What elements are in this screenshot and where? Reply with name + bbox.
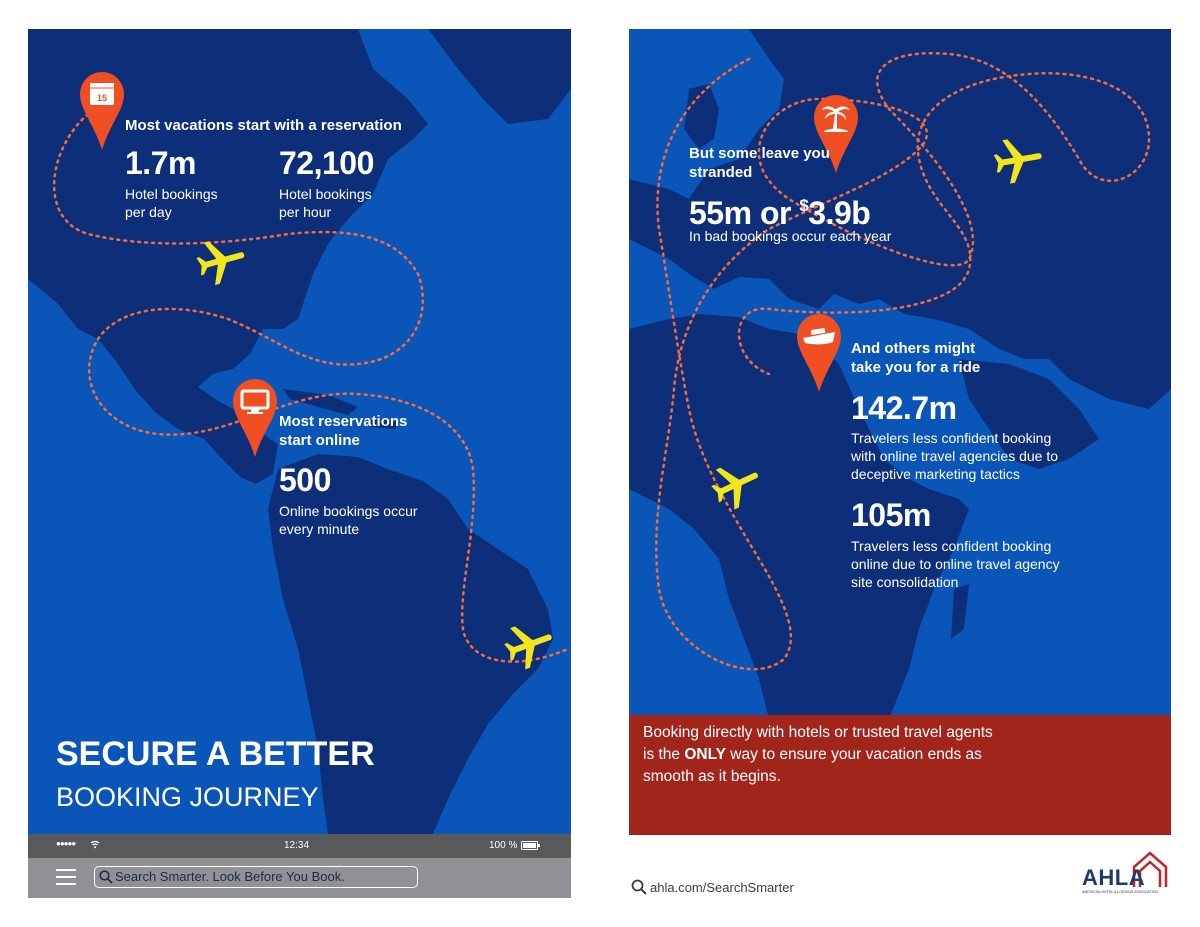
stat-deceptive-marketing-value: 142.7m	[851, 390, 957, 426]
stat-hotel-bookings-day-label1: Hotel bookings	[125, 186, 218, 202]
stat-deceptive-marketing-label1: Travelers less confident booking	[851, 430, 1052, 446]
call-to-action-text: Booking directly with hotels or trusted …	[643, 722, 1063, 788]
stop2-heading-line1: Most reservations	[279, 413, 408, 430]
stat-bad-bookings-value: 55m or $3.9b	[689, 189, 871, 231]
phone-search-bar: Search Smarter. Look Before You Book.	[28, 858, 571, 898]
stat-site-consolidation-value: 105m	[851, 497, 931, 533]
stop3-heading-line2: stranded	[689, 164, 753, 181]
status-time: 12:34	[284, 840, 310, 851]
boat-pin-icon	[797, 314, 841, 392]
cta-line2-post: way to ensure your vacation ends as	[726, 746, 982, 763]
calendar-pin-icon: 15	[80, 72, 124, 150]
stat-hotel-bookings-hour-label2: per hour	[279, 204, 332, 220]
search-icon	[631, 879, 647, 895]
stat-bad-bookings-amount: 3.9b	[808, 195, 871, 231]
page-title-line1: SECURE A BETTER	[56, 735, 375, 773]
search-field[interactable]: Search Smarter. Look Before You Book.	[94, 866, 418, 888]
stat-deceptive-marketing-label2: with online travel agencies due to	[851, 448, 1059, 464]
stat-hotel-bookings-hour-value: 72,100	[279, 145, 374, 181]
stop2-heading-line2: start online	[279, 432, 360, 449]
website-link[interactable]: ahla.com/SearchSmarter	[650, 880, 794, 895]
currency-symbol: $	[799, 196, 809, 215]
stop1-heading: Most vacations start with a reservation	[125, 117, 402, 134]
wifi-icon	[90, 840, 100, 849]
search-input[interactable]: Search Smarter. Look Before You Book.	[115, 869, 345, 884]
airplane-icon	[993, 139, 1042, 184]
stat-site-consolidation-label1: Travelers less confident booking	[851, 538, 1052, 554]
flight-route	[654, 52, 1151, 671]
stat-online-bookings-label1: Online bookings occur	[279, 503, 418, 519]
stat-hotel-bookings-day-value: 1.7m	[125, 145, 196, 181]
cta-line1: Booking directly with hotels or trusted …	[643, 724, 993, 741]
calendar-day: 15	[97, 93, 107, 103]
logo-subtitle: AMERICAN HOTEL & LODGING ASSOCIATION	[1082, 890, 1158, 894]
logo-text: AHLA	[1082, 865, 1146, 890]
cta-emphasis: ONLY	[684, 746, 726, 763]
stat-bad-bookings-caption: In bad bookings occur each year	[689, 228, 892, 244]
cta-line3: smooth as it begins.	[643, 768, 781, 785]
search-icon	[99, 870, 113, 884]
call-to-action-band: Booking directly with hotels or trusted …	[629, 715, 1171, 835]
palm-tree-pin-icon	[814, 95, 858, 173]
computer-pin-icon	[233, 379, 277, 457]
phone-status-bar: ●●●●● 12:34 100 %	[28, 834, 571, 858]
stop3-heading-line1: But some leave you	[689, 145, 830, 162]
stat-bad-bookings-count: 55m or	[689, 195, 800, 231]
flight-route	[53, 112, 570, 663]
stat-site-consolidation-label2: online due to online travel agency	[851, 556, 1060, 572]
airplane-icon	[504, 626, 552, 670]
stat-hotel-bookings-day-label2: per day	[125, 204, 172, 220]
ahla-logo: AHLA AMERICAN HOTEL & LODGING ASSOCIATIO…	[1082, 849, 1170, 895]
airplane-icon	[711, 467, 758, 510]
house-logo-icon	[1132, 851, 1168, 887]
stop4-heading-line1: And others might	[851, 340, 976, 357]
signal-dots: ●●●●●	[56, 839, 76, 848]
left-infographic-panel: 15 Most vacations start with a reservati…	[28, 29, 571, 898]
hamburger-menu-icon[interactable]	[56, 868, 78, 886]
cta-line2: is the ONLY way to ensure your vacation …	[643, 744, 1063, 766]
stat-hotel-bookings-hour-label1: Hotel bookings	[279, 186, 372, 202]
stat-deceptive-marketing-label3: deceptive marketing tactics	[851, 466, 1020, 482]
stat-online-bookings-value: 500	[279, 462, 331, 498]
airplane-icon	[196, 241, 245, 286]
battery-icon	[521, 841, 540, 850]
cta-line2-pre: is the	[643, 746, 685, 763]
battery-percent: 100 %	[489, 840, 518, 851]
page-title-line2: BOOKING JOURNEY	[56, 782, 319, 812]
stat-online-bookings-label2: every minute	[279, 521, 360, 537]
right-infographic-panel: But some leave you stranded 55m or $3.9b…	[629, 29, 1171, 835]
stop4-heading-line2: take you for a ride	[851, 359, 981, 376]
stat-site-consolidation-label3: site consolidation	[851, 574, 959, 590]
